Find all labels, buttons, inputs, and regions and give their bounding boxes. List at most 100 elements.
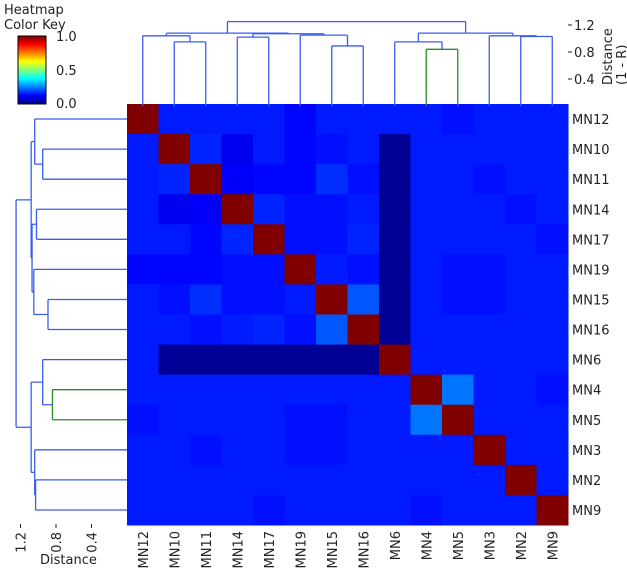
cell-MN9-MN17 xyxy=(253,494,285,526)
cell-MN12-MN15 xyxy=(316,104,348,135)
cell-MN11-MN16 xyxy=(347,164,380,195)
top-dendrogram-branch xyxy=(173,41,207,106)
row-label: MN14 xyxy=(572,203,609,218)
cell-MN11-MN15 xyxy=(316,164,348,195)
cell-MN17-MN11 xyxy=(190,224,222,255)
cell-MN10-MN17 xyxy=(253,134,285,165)
cell-MN15-MN19 xyxy=(284,284,317,315)
cell-MN12-MN12 xyxy=(127,104,159,135)
row-dendro-tick-label: 0.4 xyxy=(86,532,101,553)
cell-MN12-MN9 xyxy=(536,104,569,135)
cell-MN12-MN6 xyxy=(379,104,411,135)
cell-MN3-MN3 xyxy=(473,434,506,466)
row-label: MN16 xyxy=(572,324,609,339)
cell-MN6-MN9 xyxy=(536,344,569,376)
col-dendro-tick-label: 0.8 xyxy=(574,46,595,61)
row-dendro-tick-label: 0.8 xyxy=(50,532,65,553)
cell-MN6-MN15 xyxy=(316,344,348,376)
cell-MN19-MN15 xyxy=(316,254,348,285)
cell-MN2-MN19 xyxy=(284,464,317,496)
row-label: MN17 xyxy=(572,233,609,248)
cell-MN4-MN14 xyxy=(221,374,254,406)
cell-MN3-MN4 xyxy=(410,434,443,466)
cell-MN4-MN4 xyxy=(410,374,443,406)
cell-MN6-MN16 xyxy=(347,344,380,376)
row-label: MN2 xyxy=(572,474,601,489)
left-dendrogram-branch xyxy=(47,298,127,331)
col-dendro-axis-label-1: Distance xyxy=(601,28,616,85)
cell-MN9-MN14 xyxy=(221,494,254,526)
left-dendrogram-branch xyxy=(51,389,127,421)
cell-MN12-MN5 xyxy=(442,104,474,135)
cell-MN12-MN3 xyxy=(473,104,506,135)
top-dendrogram-branch xyxy=(236,36,270,106)
cell-MN11-MN9 xyxy=(536,164,569,195)
cell-MN9-MN5 xyxy=(442,494,474,526)
cell-MN5-MN10 xyxy=(158,404,191,436)
column-label: MN6 xyxy=(389,531,404,560)
cell-MN10-MN4 xyxy=(410,134,443,165)
cell-MN2-MN17 xyxy=(253,464,285,496)
cell-MN19-MN5 xyxy=(442,254,474,285)
cell-MN11-MN10 xyxy=(158,164,191,195)
cell-MN11-MN5 xyxy=(442,164,474,195)
cell-MN16-MN14 xyxy=(221,314,254,346)
cell-MN14-MN9 xyxy=(536,194,569,225)
left-dendrogram-branch xyxy=(34,449,127,496)
cell-MN17-MN5 xyxy=(442,224,474,255)
cell-MN4-MN17 xyxy=(253,374,285,406)
row-label: MN11 xyxy=(572,173,609,188)
cell-MN19-MN3 xyxy=(473,254,506,285)
cell-MN16-MN3 xyxy=(473,314,506,346)
cell-MN19-MN17 xyxy=(253,254,285,285)
cell-MN9-MN16 xyxy=(347,494,380,526)
cell-MN9-MN11 xyxy=(190,494,222,526)
cell-MN9-MN10 xyxy=(158,494,191,526)
row-label: MN6 xyxy=(572,354,601,369)
cell-MN9-MN12 xyxy=(127,494,159,526)
cell-MN10-MN2 xyxy=(505,134,537,165)
cell-MN3-MN5 xyxy=(442,434,474,466)
cell-MN5-MN12 xyxy=(127,404,159,436)
cell-MN19-MN14 xyxy=(221,254,254,285)
cell-MN5-MN19 xyxy=(284,404,317,436)
cell-MN5-MN16 xyxy=(347,404,380,436)
color-key-title-2: Color Key xyxy=(4,18,66,33)
cell-MN19-MN12 xyxy=(127,254,159,285)
cell-MN15-MN6 xyxy=(379,284,411,315)
row-label: MN19 xyxy=(572,263,609,278)
cell-MN2-MN2 xyxy=(505,464,537,496)
column-label: MN19 xyxy=(294,531,309,568)
cell-MN15-MN15 xyxy=(316,284,348,315)
column-label: MN5 xyxy=(452,531,467,560)
top-dendrogram-branch xyxy=(488,35,538,106)
cell-MN3-MN17 xyxy=(253,434,285,466)
cell-MN15-MN5 xyxy=(442,284,474,315)
column-label: MN17 xyxy=(263,531,278,568)
cell-MN17-MN16 xyxy=(347,224,380,255)
cell-MN6-MN4 xyxy=(410,344,443,376)
cell-MN19-MN16 xyxy=(347,254,380,285)
cell-MN14-MN15 xyxy=(316,194,348,225)
cell-MN5-MN11 xyxy=(190,404,222,436)
cell-MN10-MN12 xyxy=(127,134,159,165)
column-label: MN12 xyxy=(137,531,152,568)
column-label: MN10 xyxy=(168,531,183,568)
column-label: MN14 xyxy=(231,531,246,568)
cell-MN16-MN9 xyxy=(536,314,569,346)
cell-MN6-MN5 xyxy=(442,344,474,376)
cell-MN19-MN2 xyxy=(505,254,537,285)
cell-MN5-MN4 xyxy=(410,404,443,436)
col-dendro-axis-label-2: (1 - R) xyxy=(615,45,627,85)
cell-MN6-MN3 xyxy=(473,344,506,376)
cell-MN15-MN3 xyxy=(473,284,506,315)
cell-MN2-MN16 xyxy=(347,464,380,496)
cell-MN17-MN14 xyxy=(221,224,254,255)
cell-MN2-MN4 xyxy=(410,464,443,496)
cell-MN5-MN17 xyxy=(253,404,285,436)
cell-MN19-MN4 xyxy=(410,254,443,285)
cell-MN2-MN12 xyxy=(127,464,159,496)
top-dendrogram-branch xyxy=(226,20,467,34)
cell-MN12-MN14 xyxy=(221,104,254,135)
cell-MN4-MN5 xyxy=(442,374,474,406)
